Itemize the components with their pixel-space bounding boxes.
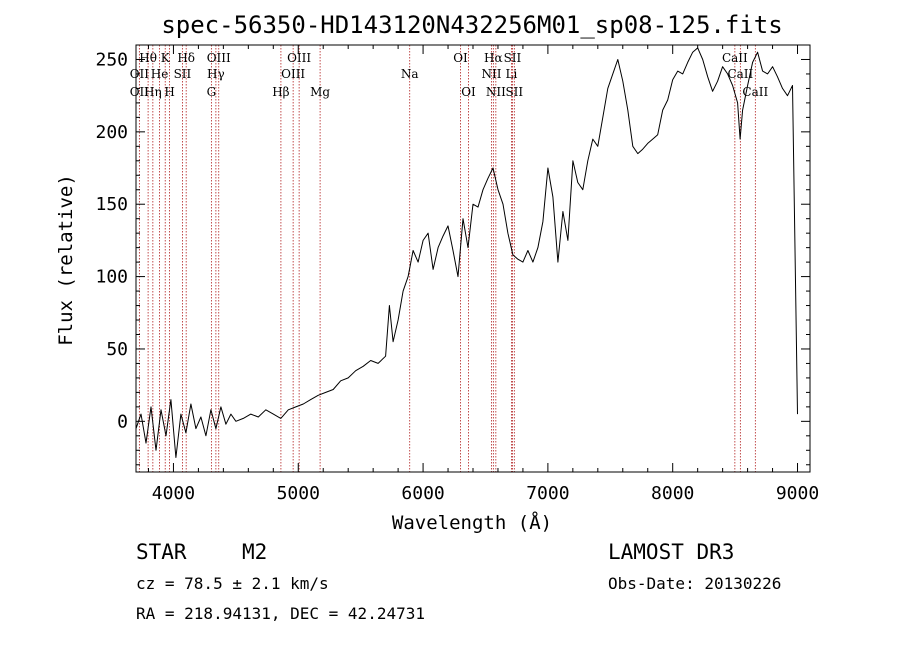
line-label: Hα — [484, 51, 503, 65]
x-tick-label: 5000 — [277, 483, 320, 504]
line-label: H — [164, 85, 174, 99]
x-tick-label: 4000 — [152, 483, 195, 504]
line-label: Hδ — [177, 51, 195, 65]
line-label: K — [161, 51, 171, 65]
y-axis-label: Flux (relative) — [55, 174, 77, 346]
x-tick-label: 8000 — [651, 483, 694, 504]
y-tick-label: 100 — [95, 267, 128, 288]
line-label: OI — [461, 85, 476, 99]
line-label: NII — [486, 85, 506, 99]
line-label: NII — [481, 67, 501, 81]
line-label: SII — [504, 51, 522, 65]
line-label: Hη — [144, 85, 162, 99]
line-label: Li — [506, 67, 518, 81]
line-label: He — [151, 67, 169, 81]
line-markers — [138, 45, 756, 472]
y-tick-label: 0 — [117, 411, 128, 432]
object-class: STAR — [136, 540, 187, 564]
line-label: G — [207, 85, 217, 99]
line-label: OIII — [207, 51, 231, 65]
object-subclass: M2 — [242, 540, 267, 564]
obs-date: Obs-Date: 20130226 — [608, 574, 781, 593]
y-tick-label: 250 — [95, 49, 128, 70]
y-tick-label: 200 — [95, 122, 128, 143]
line-label: SII — [174, 67, 192, 81]
survey-name: LAMOST DR3 — [608, 540, 734, 564]
line-label: OIII — [287, 51, 311, 65]
y-tick-label: 50 — [106, 339, 128, 360]
x-tick-label: 6000 — [401, 483, 444, 504]
line-label: CaII — [727, 67, 753, 81]
ra-dec: RA = 218.94131, DEC = 42.24731 — [136, 604, 425, 623]
chart-title: spec-56350-HD143120N432256M01_sp08-125.f… — [161, 11, 782, 39]
line-label: Hθ — [139, 51, 157, 65]
line-label: CaII — [722, 51, 748, 65]
line-label: OIII — [281, 67, 305, 81]
line-label: CaII — [742, 85, 768, 99]
x-axis-label: Wavelength (Å) — [392, 511, 552, 534]
line-label: Na — [401, 67, 419, 81]
x-tick-label: 7000 — [526, 483, 569, 504]
line-label: Mg — [310, 85, 330, 99]
y-ticks: 0 50 100 150 200 250 — [95, 49, 810, 466]
line-label: SII — [505, 85, 523, 99]
plot-frame — [135, 44, 811, 473]
x-tick-label: 9000 — [776, 483, 819, 504]
line-label: Hγ — [207, 67, 225, 81]
series-group — [135, 47, 798, 458]
x-ticks: 4000 5000 6000 7000 8000 9000 — [147, 45, 819, 504]
spectrum-series-line — [135, 47, 798, 458]
line-label: OII — [130, 85, 150, 99]
redshift-cz: cz = 78.5 ± 2.1 km/s — [136, 574, 329, 593]
line-label: OI — [453, 51, 468, 65]
y-tick-label: 150 — [95, 194, 128, 215]
line-label: Hβ — [272, 85, 289, 99]
